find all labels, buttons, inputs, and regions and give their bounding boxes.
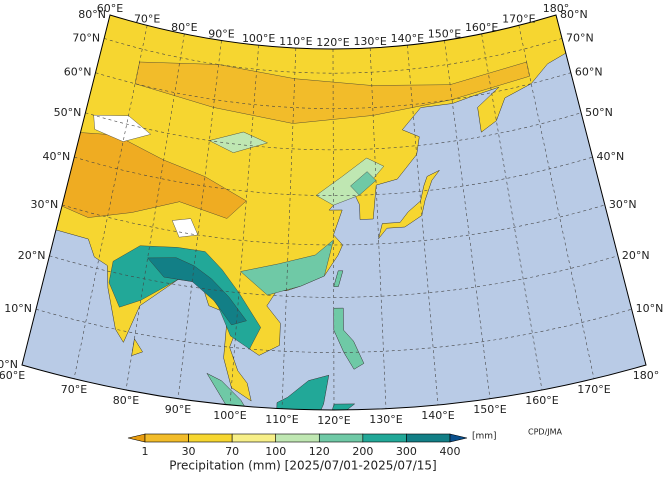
latitude-label: 20°N: [622, 249, 650, 262]
sumatra: [206, 372, 261, 410]
longitude-label: 70°E: [61, 383, 87, 396]
longitude-label: 80°E: [113, 394, 139, 407]
colorbar: 1 30 70 100 120 200 300 400 [mm]: [127, 432, 497, 458]
latitude-label: 60°N: [575, 66, 603, 79]
latitude-label: 50°N: [585, 106, 613, 119]
longitude-label: 110°E: [279, 35, 312, 48]
longitude-label: 110°E: [265, 413, 298, 426]
colorbar-tick-label: 400: [440, 445, 461, 458]
longitude-label: 120°E: [316, 36, 349, 49]
meridian: [444, 40, 491, 399]
latitude-label: 20°N: [18, 249, 46, 262]
longitude-label: 130°E: [353, 35, 386, 48]
longitude-label: 90°E: [208, 28, 234, 41]
colorbar-tick-label: 100: [265, 445, 286, 458]
colorbar-tick-label: 200: [352, 445, 373, 458]
parallel: [95, 72, 571, 109]
wet-core: [147, 257, 247, 326]
colorbar-tick-label: 300: [396, 445, 417, 458]
longitude-label: 160°E: [465, 21, 498, 34]
colorbar-title: Precipitation (mm) [2025/07/01-2025/07/1…: [169, 459, 436, 473]
blank-1: [93, 114, 152, 142]
latitude-label: 80°N: [560, 8, 588, 21]
longitude-label: 70°E: [134, 12, 160, 25]
latitude-label: 60°N: [64, 66, 92, 79]
dry-west: [52, 131, 247, 219]
meridian: [125, 33, 185, 391]
longitude-label: 170°E: [502, 12, 535, 25]
colorbar-tick-label: 70: [225, 445, 239, 458]
colorbar-tick-label: 1: [142, 445, 149, 458]
map-frame: [21, 14, 647, 411]
latitude-label: 10°N: [636, 302, 664, 315]
colorbar-segment: [406, 433, 451, 443]
longitude-label: 150°E: [473, 403, 506, 416]
longitude-label: 170°E: [577, 383, 610, 396]
wet-india: [108, 245, 261, 350]
meridian: [229, 45, 259, 406]
latitude-label: 30°N: [30, 198, 58, 211]
colorbar-unit: [mm]: [472, 432, 497, 442]
colorbar-over: [449, 433, 468, 443]
longitude-label: 150°E: [428, 28, 461, 41]
taiwan: [333, 270, 344, 287]
meridian: [332, 48, 335, 410]
longitude-label: 100°E: [242, 32, 275, 45]
longitude-label: 90°E: [165, 403, 191, 416]
latitude-label: 30°N: [609, 198, 637, 211]
meridian: [177, 40, 222, 399]
credit: CPD/JMA: [528, 428, 563, 437]
meridian: [281, 48, 297, 409]
colorbar-tick-label: 120: [309, 445, 330, 458]
colorbar-tick-label: 30: [182, 445, 196, 458]
longitude-label: 60°E: [0, 369, 25, 382]
parallel: [49, 255, 618, 298]
longitude-label: 100°E: [213, 409, 246, 422]
land-layer: [46, 15, 574, 410]
latitude-label: 0°N: [0, 358, 18, 371]
colorbar-segment: [275, 433, 320, 443]
longitude-label: 120°E: [317, 414, 350, 427]
meridian: [73, 25, 148, 379]
latitude-label: 70°N: [566, 31, 594, 44]
latitude-label: 80°N: [78, 8, 106, 21]
latitude-label: 40°N: [43, 150, 71, 163]
longitude-label: 180°: [633, 369, 660, 382]
meridian: [481, 33, 543, 391]
wet-sea: [240, 239, 334, 296]
meridian: [407, 45, 439, 406]
latitude-label: 70°N: [72, 31, 100, 44]
colorbar-segment: [144, 433, 189, 443]
longitude-label: 80°E: [171, 21, 197, 34]
colorbar-segment: [318, 433, 364, 443]
longitude-label: 60°E: [97, 2, 123, 15]
wet-mongolia: [208, 131, 269, 153]
colorbar-segment: [231, 433, 277, 443]
longitude-label: 180°: [543, 2, 570, 15]
japan: [378, 170, 440, 239]
parallel: [62, 204, 605, 246]
latitude-label: 50°N: [54, 106, 82, 119]
longitude-label: 160°E: [525, 394, 558, 407]
parallel: [35, 308, 632, 353]
borneo: [276, 374, 330, 410]
latitude-label: 40°N: [597, 150, 625, 163]
longitude-label: 140°E: [421, 409, 454, 422]
colorbar-under: [127, 433, 146, 443]
meridian: [518, 25, 595, 379]
parallel: [104, 38, 563, 74]
graticule-labels: 60°E 70°E 80°E 90°E 100°E 110°E 120°E 130°E 140°…: [0, 2, 663, 427]
philippines: [333, 307, 365, 370]
latitude-label: 10°N: [4, 302, 32, 315]
longitude-label: 130°E: [369, 413, 402, 426]
longitude-label: 140°E: [391, 32, 424, 45]
parallel: [85, 112, 582, 151]
sri-lanka: [131, 338, 143, 357]
colorbar-segment: [188, 433, 233, 443]
meridian: [369, 48, 387, 409]
colorbar-segment: [362, 433, 407, 443]
